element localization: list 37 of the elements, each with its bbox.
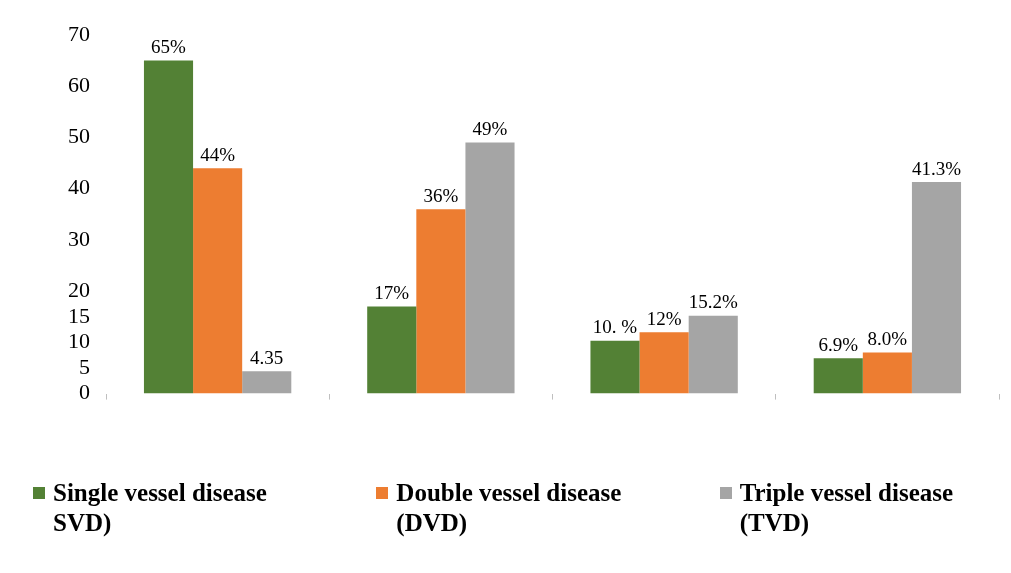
y-tick-label: 70	[68, 20, 90, 46]
y-tick-label: 10	[68, 328, 90, 354]
bar	[416, 209, 466, 394]
data-label: 41.3%	[911, 157, 962, 179]
data-label: 4.35	[250, 346, 284, 368]
y-tick-label: 0	[79, 379, 90, 405]
bar	[911, 182, 962, 394]
data-label: 49%	[472, 118, 508, 140]
legend-label: Triple vessel disease (TVD)	[738, 478, 955, 538]
bar	[590, 340, 640, 394]
bar	[813, 358, 863, 394]
y-tick-label: 15	[68, 302, 90, 328]
y-tick-label: 50	[68, 123, 90, 149]
data-label: 36%	[423, 184, 459, 206]
data-label: 8.0%	[867, 328, 908, 350]
y-tick-label: 30	[68, 225, 90, 251]
y-tick-label: 20	[68, 276, 90, 302]
data-label: 6.9%	[818, 333, 859, 355]
bar	[688, 315, 738, 394]
bar	[862, 352, 912, 394]
data-label: 10. %	[592, 316, 638, 338]
data-label: 65%	[151, 36, 187, 58]
bar	[242, 371, 292, 394]
data-label: 12%	[646, 307, 682, 329]
y-tick-label: 40	[68, 174, 90, 200]
data-label: 44%	[200, 143, 236, 165]
bar	[367, 306, 417, 394]
data-label: 17%	[374, 282, 410, 303]
bar	[143, 60, 194, 394]
legend-label: Single vessel disease SVD)	[52, 478, 268, 538]
y-tick-label: 5	[79, 353, 90, 379]
bar	[465, 142, 515, 394]
data-label: 15.2%	[688, 291, 738, 313]
bar	[639, 332, 689, 394]
legend-label: Double vessel disease (DVD)	[395, 478, 623, 538]
y-tick-label: 60	[68, 72, 90, 98]
bar	[193, 168, 243, 394]
